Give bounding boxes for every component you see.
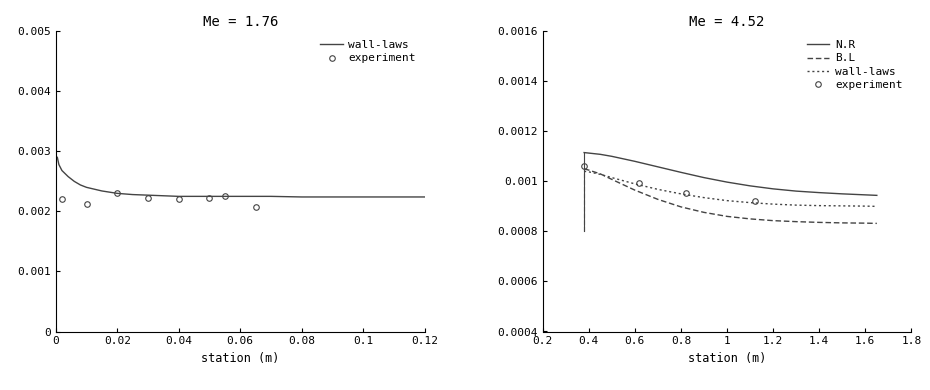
wall-laws xyxy=(296,195,307,199)
Legend: wall-laws, experiment: wall-laws, experiment xyxy=(317,37,419,67)
wall-laws xyxy=(698,195,710,200)
X-axis label: station (m): station (m) xyxy=(201,352,279,365)
N.R xyxy=(578,150,590,155)
Title: Me = 4.52: Me = 4.52 xyxy=(689,15,764,28)
N.R xyxy=(652,165,663,169)
wall-laws xyxy=(583,170,594,174)
wall-laws xyxy=(69,179,80,184)
wall-laws xyxy=(357,195,368,199)
B.L xyxy=(722,214,733,219)
wall-laws xyxy=(53,162,64,167)
N.R xyxy=(859,193,870,197)
N.R xyxy=(745,184,756,188)
wall-laws xyxy=(57,168,68,173)
B.L xyxy=(583,168,594,172)
wall-laws xyxy=(173,194,184,199)
B.L xyxy=(871,221,883,226)
B.L xyxy=(594,172,605,176)
experiment xyxy=(57,197,68,202)
wall-laws xyxy=(790,203,802,207)
N.R xyxy=(814,190,825,195)
wall-laws xyxy=(419,195,431,199)
N.R xyxy=(767,186,778,191)
wall-laws xyxy=(158,193,169,198)
experiment xyxy=(81,201,92,206)
wall-laws xyxy=(767,202,778,206)
wall-laws xyxy=(265,194,276,199)
wall-laws xyxy=(871,204,883,209)
experiment xyxy=(634,181,645,186)
B.L xyxy=(745,216,756,221)
N.R xyxy=(871,193,883,198)
wall-laws xyxy=(326,195,338,199)
wall-laws xyxy=(722,198,733,203)
wall-laws xyxy=(606,175,618,180)
Line: N.R: N.R xyxy=(584,152,877,195)
wall-laws xyxy=(189,194,200,199)
Legend: N.R, B.L, wall-laws, experiment: N.R, B.L, wall-laws, experiment xyxy=(804,37,906,94)
wall-laws xyxy=(142,193,153,197)
wall-laws xyxy=(675,191,686,196)
experiment xyxy=(173,197,184,202)
Line: wall-laws: wall-laws xyxy=(584,171,877,206)
wall-laws xyxy=(578,169,590,174)
experiment xyxy=(112,191,123,196)
N.R xyxy=(594,152,605,157)
experiment xyxy=(219,194,231,199)
wall-laws xyxy=(234,194,246,199)
wall-laws xyxy=(745,200,756,205)
experiment xyxy=(578,164,590,168)
N.R xyxy=(722,180,733,184)
wall-laws xyxy=(127,192,139,197)
B.L xyxy=(767,218,778,223)
experiment xyxy=(142,196,153,200)
wall-laws xyxy=(52,155,63,160)
wall-laws xyxy=(859,204,870,209)
Line: B.L: B.L xyxy=(584,169,877,223)
Line: experiment: experiment xyxy=(581,163,757,204)
N.R xyxy=(583,151,594,155)
wall-laws xyxy=(837,204,848,208)
B.L xyxy=(837,221,848,225)
B.L xyxy=(859,221,870,225)
wall-laws xyxy=(814,203,825,208)
B.L xyxy=(578,167,590,171)
wall-laws xyxy=(652,187,663,192)
B.L xyxy=(698,210,710,215)
X-axis label: station (m): station (m) xyxy=(688,352,766,365)
N.R xyxy=(606,154,618,159)
experiment xyxy=(204,195,215,200)
experiment xyxy=(749,199,760,204)
experiment xyxy=(250,204,261,209)
N.R xyxy=(630,159,641,164)
N.R xyxy=(790,189,802,193)
Line: experiment: experiment xyxy=(60,191,259,209)
wall-laws xyxy=(594,172,605,177)
wall-laws xyxy=(97,189,108,193)
B.L xyxy=(790,219,802,224)
B.L xyxy=(652,197,663,202)
wall-laws xyxy=(250,194,261,199)
wall-laws xyxy=(204,194,215,199)
B.L xyxy=(606,177,618,182)
N.R xyxy=(698,175,710,180)
N.R xyxy=(837,191,848,196)
Title: Me = 1.76: Me = 1.76 xyxy=(203,15,278,28)
B.L xyxy=(675,204,686,209)
N.R xyxy=(675,170,686,175)
B.L xyxy=(814,220,825,225)
experiment xyxy=(680,191,691,196)
wall-laws xyxy=(219,194,231,199)
wall-laws xyxy=(630,181,641,186)
wall-laws xyxy=(112,191,123,196)
wall-laws xyxy=(74,183,86,187)
wall-laws xyxy=(81,185,92,190)
Line: wall-laws: wall-laws xyxy=(58,157,425,197)
wall-laws xyxy=(389,195,400,199)
wall-laws xyxy=(62,174,73,179)
B.L xyxy=(630,188,641,192)
